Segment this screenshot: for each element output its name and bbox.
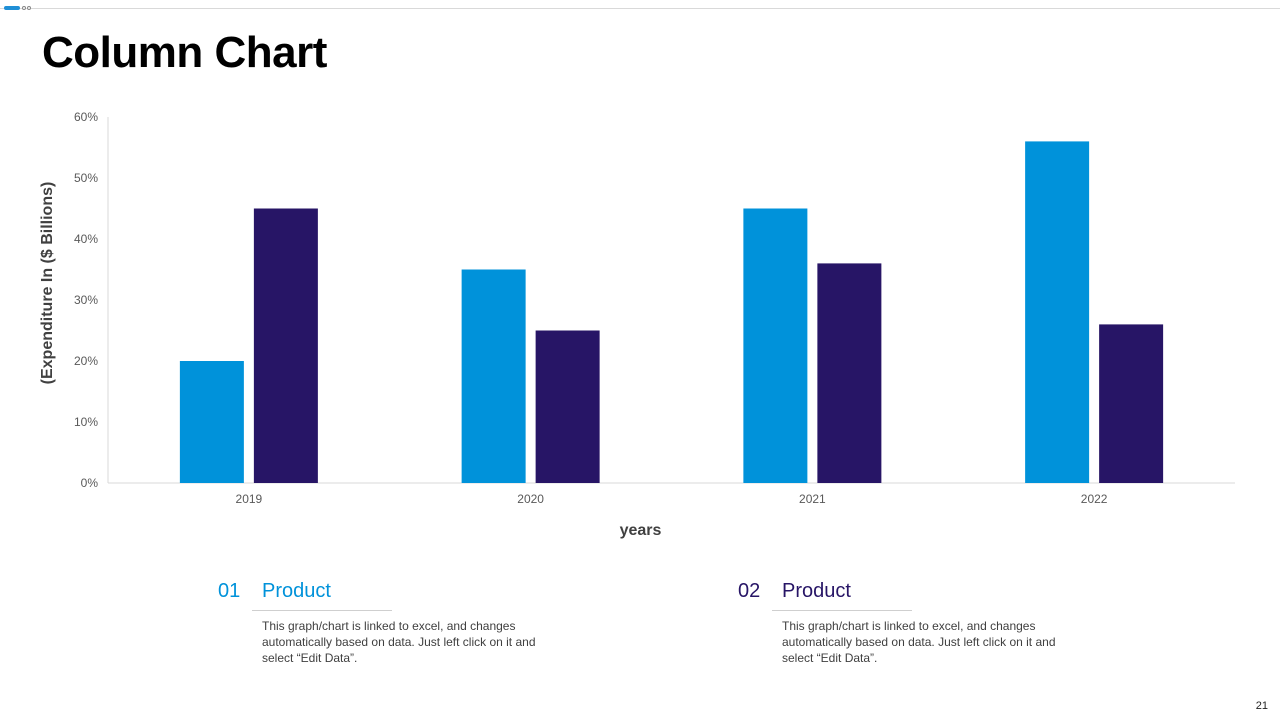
bar-2022-series-1 [1025,141,1090,483]
slide-indicator-active [4,6,20,10]
bar-2021-series-2 [817,263,882,483]
y-tick-label: 20% [74,354,98,368]
bar-2019-series-2 [253,208,318,483]
top-divider [0,8,1280,9]
x-tick-label: 2020 [517,492,544,506]
bar-2022-series-2 [1099,324,1164,483]
y-tick-label: 50% [74,171,98,185]
product-divider [252,610,392,611]
product-number: 01 [218,580,241,602]
product-description: This graph/chart is linked to excel, and… [782,619,1056,665]
bar-2019-series-1 [179,361,244,483]
y-tick-label: 40% [74,232,98,246]
product-number: 02 [738,580,761,602]
bar-2021-series-1 [743,208,808,483]
product-title: Product [262,580,331,602]
y-tick-label: 10% [74,415,98,429]
product-description: This graph/chart is linked to excel, and… [262,619,536,665]
y-tick-label: 60% [74,110,98,124]
x-tick-label: 2021 [799,492,826,506]
page-number: 21 [1255,700,1268,712]
y-axis-title: (Expenditure In ($ Billions) [39,182,56,385]
x-tick-label: 2022 [1081,492,1108,506]
bar-2020-series-1 [461,269,526,483]
slide-indicator-dot [22,6,26,10]
product-divider [772,610,912,611]
x-tick-label: 2019 [236,492,263,506]
y-tick-label: 30% [74,293,98,307]
product-title: Product [782,580,851,602]
column-chart: 0% 10% 20% 30% 40% 50% 60% 2019 2020 2021 2022 year… [39,110,1235,539]
slide-indicator-dot [27,6,31,10]
bar-2020-series-2 [535,330,600,483]
page-title: Column Chart [42,28,327,77]
y-tick-label: 0% [81,476,99,490]
x-axis-title: years [620,522,662,539]
